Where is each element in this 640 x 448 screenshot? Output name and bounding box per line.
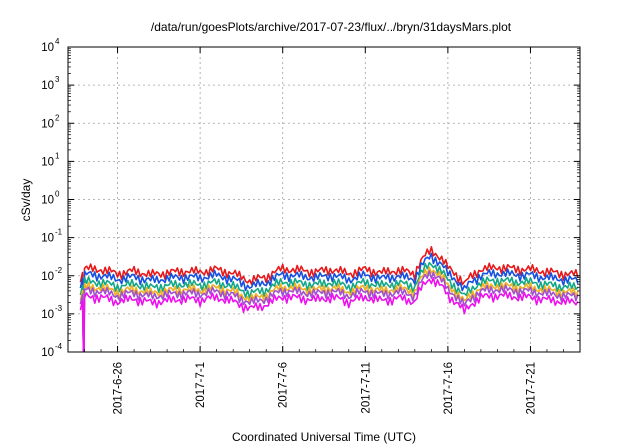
y-tick-exponent: 1 <box>55 151 60 160</box>
x-tick-label: 2017-7-6 <box>278 362 290 408</box>
y-tick-exponent: 3 <box>55 75 60 84</box>
x-tick-label: 2017-7-21 <box>525 362 537 414</box>
x-axis: 2017-6-26 2017-7-1 2017-7-6 2017-7-11 2017-7… <box>67 47 581 414</box>
y-tick-label: 10 <box>41 42 54 54</box>
series-line-4 <box>79 266 579 352</box>
y-tick-label: 10 <box>41 156 54 168</box>
series-line-2 <box>79 252 579 352</box>
y-tick-label: 10 <box>41 271 54 283</box>
y-tick-label: 10 <box>41 80 54 92</box>
y-tick-label: 10 <box>41 233 54 245</box>
y-tick-exponent: -4 <box>55 342 63 351</box>
x-tick-label: 2017-7-11 <box>360 362 372 414</box>
chart-title: /data/run/goesPlots/archive/2017-07-23/f… <box>151 20 512 34</box>
y-tick-label: 10 <box>41 309 54 321</box>
series-line-3 <box>79 261 579 352</box>
y-tick-exponent: -3 <box>55 304 63 313</box>
y-tick-label: 10 <box>41 195 54 207</box>
y-tick-label: 10 <box>41 118 54 130</box>
grid <box>68 47 580 352</box>
series-line-5 <box>79 270 579 352</box>
series-group <box>79 246 579 352</box>
series-line-6 <box>79 276 579 352</box>
x-tick-label: 2017-7-1 <box>195 362 207 408</box>
x-tick-label: 2017-6-26 <box>113 362 125 414</box>
y-tick-label: 10 <box>41 347 54 359</box>
y-tick-exponent: 4 <box>55 37 60 46</box>
y-tick-exponent: -2 <box>55 266 63 275</box>
y-axis-label: cSv/day <box>19 179 33 222</box>
y-tick-exponent: 2 <box>55 113 60 122</box>
y-tick-exponent: 0 <box>55 190 60 199</box>
x-tick-label: 2017-7-16 <box>443 362 455 414</box>
series-line-1 <box>79 246 579 352</box>
y-tick-exponent: -1 <box>55 228 63 237</box>
x-axis-label: Coordinated Universal Time (UTC) <box>232 430 416 444</box>
